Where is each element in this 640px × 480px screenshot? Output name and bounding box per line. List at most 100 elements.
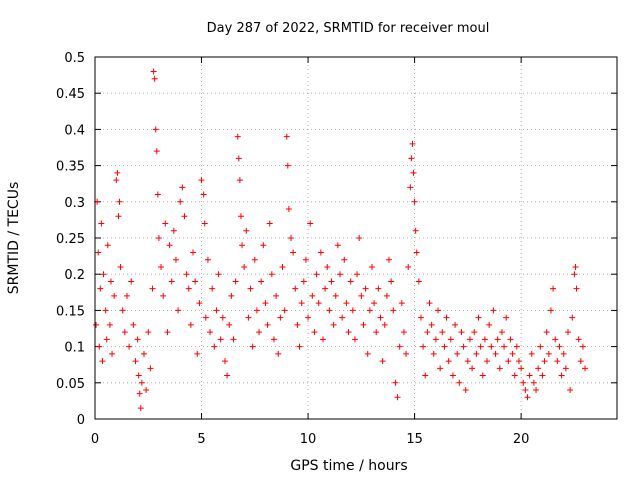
chart-title: Day 287 of 2022, SRMTID for receiver mou…	[207, 21, 490, 36]
data-point	[539, 372, 546, 379]
data-point	[428, 321, 435, 328]
data-point	[311, 329, 318, 336]
data-point	[543, 329, 550, 336]
data-point	[503, 314, 510, 321]
data-point	[262, 300, 269, 307]
data-point	[569, 314, 576, 321]
data-point	[296, 343, 303, 350]
data-point	[554, 358, 561, 365]
data-point	[294, 321, 301, 328]
data-point	[132, 358, 139, 365]
data-point	[264, 321, 271, 328]
data-point	[97, 285, 104, 292]
data-point	[515, 358, 522, 365]
data-point	[412, 227, 419, 234]
data-point	[324, 263, 331, 270]
data-point	[113, 177, 120, 184]
data-point	[582, 365, 589, 372]
data-point	[345, 329, 352, 336]
data-point	[558, 372, 565, 379]
data-point	[200, 191, 207, 198]
data-point	[349, 307, 356, 314]
data-point	[102, 307, 109, 314]
data-point	[408, 155, 415, 162]
data-point	[371, 300, 378, 307]
data-point	[533, 387, 540, 394]
data-point	[281, 307, 288, 314]
data-point	[237, 213, 244, 220]
data-point	[109, 350, 116, 357]
axis-ticks: 0 0.05 0.1 0.15 0.2 0.25 0.3 0.35 0.4 0.45 0.5 0 5 10…	[56, 51, 617, 447]
data-point	[420, 343, 427, 350]
data-point	[305, 314, 312, 321]
data-point	[526, 372, 533, 379]
data-point	[386, 256, 393, 263]
data-point	[268, 271, 275, 278]
data-point	[575, 336, 582, 343]
data-point	[228, 292, 235, 299]
data-point	[564, 329, 571, 336]
data-point	[471, 329, 478, 336]
data-point	[177, 198, 184, 205]
data-point	[137, 405, 144, 412]
data-point	[334, 242, 341, 249]
data-point	[466, 336, 473, 343]
data-point	[432, 336, 439, 343]
data-point	[302, 256, 309, 263]
data-point	[375, 285, 382, 292]
data-point	[473, 350, 480, 357]
data-point	[319, 336, 326, 343]
data-point	[577, 358, 584, 365]
data-point	[562, 365, 569, 372]
data-point	[151, 75, 158, 82]
data-point	[166, 242, 173, 249]
data-point	[115, 213, 122, 220]
data-point	[130, 321, 137, 328]
y-axis-label: SRMTID / TECUs	[6, 182, 22, 295]
data-point	[219, 314, 226, 321]
y-tick-label: 0	[77, 413, 85, 428]
data-point	[477, 343, 484, 350]
data-point	[362, 285, 369, 292]
data-point	[556, 343, 563, 350]
data-point	[415, 278, 422, 285]
data-point	[236, 177, 243, 184]
data-point	[460, 343, 467, 350]
data-point	[435, 307, 442, 314]
data-point	[524, 394, 531, 401]
data-point	[417, 314, 424, 321]
data-point	[447, 336, 454, 343]
data-point	[136, 390, 143, 397]
data-point	[520, 379, 527, 386]
data-point	[571, 271, 578, 278]
data-point	[292, 285, 299, 292]
data-point	[383, 292, 390, 299]
data-point	[149, 285, 156, 292]
data-point	[134, 336, 141, 343]
y-tick-label: 0.4	[64, 123, 85, 138]
data-point	[288, 235, 295, 241]
data-point	[239, 242, 246, 249]
data-point	[530, 379, 537, 386]
data-point	[407, 184, 414, 191]
data-point	[162, 220, 169, 227]
data-point	[449, 372, 456, 379]
y-tick-label: 0.45	[56, 87, 85, 102]
data-point	[204, 256, 211, 263]
data-point	[518, 365, 525, 372]
data-point	[187, 321, 194, 328]
data-point	[270, 336, 277, 343]
data-point	[390, 307, 397, 314]
data-point	[141, 350, 148, 357]
data-point	[168, 278, 175, 285]
y-tick-label: 0.3	[64, 196, 85, 211]
data-point	[107, 278, 114, 285]
data-point	[388, 278, 395, 285]
data-point	[398, 300, 405, 307]
data-point	[104, 242, 111, 249]
data-point	[283, 133, 290, 140]
data-point	[351, 336, 358, 343]
x-tick-label: 5	[197, 432, 205, 447]
data-point	[410, 169, 417, 176]
